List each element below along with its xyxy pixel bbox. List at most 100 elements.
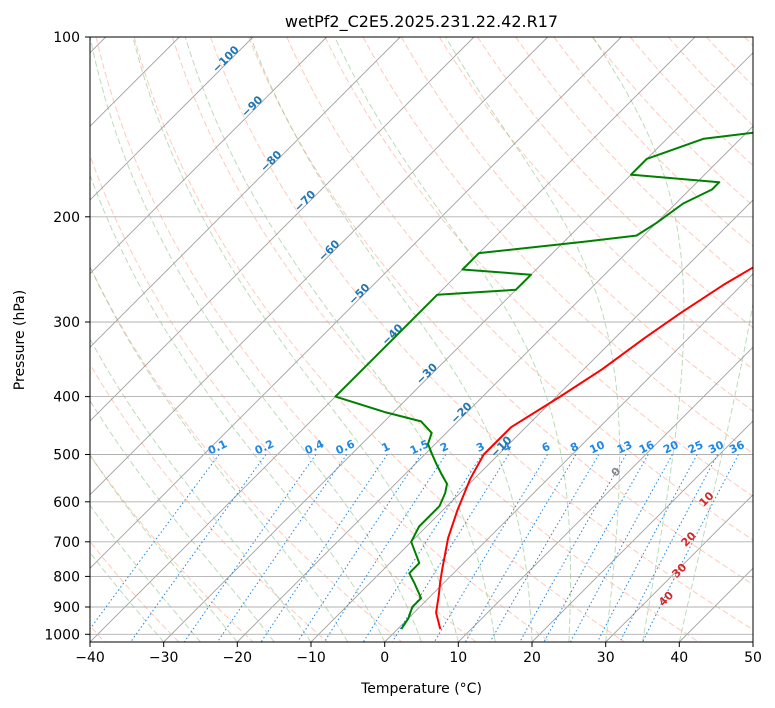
y-tick-label: 800: [53, 569, 80, 585]
isotherm: [384, 273, 753, 642]
dry-adiabat: [248, 37, 753, 586]
mixing-ratio-line: [90, 454, 220, 630]
moist-adiabat: [90, 504, 201, 642]
wet-bulb-label: 40: [656, 588, 676, 608]
mixing-ratio-line: [183, 454, 317, 642]
mixing-ratio-label: 13: [615, 438, 634, 456]
isotherm: [90, 37, 475, 422]
isotherm-label: −60: [316, 237, 343, 264]
x-tick-label: −40: [75, 650, 105, 666]
mixing-ratio-line: [569, 454, 673, 642]
dry-adiabat: [591, 37, 753, 207]
mixing-ratio-line: [433, 454, 548, 642]
plot-frame: [89, 36, 754, 643]
x-axis: −40 −30 −20 −10 0 10 20 30 40 50: [75, 642, 762, 666]
mixing-ratio-label: 6: [540, 440, 553, 455]
dry-adiabat: [438, 37, 753, 370]
background-lines: [90, 37, 753, 642]
y-tick-label: 600: [53, 495, 80, 511]
wet-bulb-label: 30: [669, 560, 689, 580]
isotherm: [752, 641, 753, 642]
profile-series: [334, 131, 753, 630]
dry-adiabat: [95, 37, 551, 642]
x-tick-label: 40: [670, 650, 688, 666]
moist-adiabat: [90, 37, 422, 642]
dry-adiabat: [553, 37, 753, 247]
dry-adiabat: [477, 37, 753, 329]
isotherm: [457, 346, 753, 642]
mixing-ratio-line: [519, 454, 627, 642]
temperature-profile-line: [435, 266, 753, 630]
dry-adiabat: [90, 154, 477, 642]
moist-adiabat: [90, 265, 349, 642]
moist-adiabat: [678, 301, 753, 642]
mixing-ratio-line: [260, 454, 388, 642]
dewpoint-profile-line: [334, 131, 753, 630]
dry-adiabat: [706, 37, 753, 87]
isotherm-label: −50: [346, 281, 373, 308]
isotherm: [531, 420, 753, 642]
mixing-ratio-line: [596, 454, 698, 642]
isotherm: [90, 37, 549, 496]
isotherm: [678, 567, 753, 642]
dry-adiabat: [171, 37, 700, 642]
y-tick-label: 900: [53, 600, 80, 616]
dry-adiabat: [133, 37, 625, 642]
zero-label: 0: [609, 464, 624, 479]
moist-adiabat: [90, 454, 238, 642]
moist-adiabat: [132, 37, 459, 642]
mixing-ratio-line: [464, 454, 577, 642]
x-tick-label: 30: [597, 650, 615, 666]
moist-adiabat: [90, 173, 386, 642]
plot-area: 0.1 0.2 0.4 0.6 1 1.5 2 3 4 6 8 10 13 16 20 25 30 36−100−…: [90, 37, 753, 642]
isotherm: [90, 37, 401, 348]
x-tick-label: −10: [296, 650, 326, 666]
mixing-ratio-label: 30: [706, 438, 726, 456]
dry-adiabat: [515, 37, 753, 288]
moist-adiabat: [445, 37, 621, 642]
isotherm: [90, 37, 254, 201]
mixing-ratio-line: [297, 454, 422, 642]
x-axis-label: Temperature (°C): [360, 681, 482, 697]
dry-adiabat: [90, 453, 254, 642]
isotherm: [236, 125, 753, 642]
mixing-ratio-line: [362, 454, 483, 642]
dry-adiabat: [90, 363, 328, 642]
x-tick-label: 10: [449, 650, 467, 666]
moist-adiabat: [90, 551, 165, 642]
moist-adiabat: [90, 399, 275, 642]
moist-adiabat: [334, 37, 571, 642]
moist-adiabat: [184, 37, 496, 642]
mixing-ratio-label: 25: [686, 438, 705, 456]
mixing-ratio-line: [130, 454, 267, 642]
mixing-ratio-label: 1: [380, 440, 392, 455]
dry-adiabat: [400, 37, 753, 412]
moist-adiabat: [592, 37, 685, 642]
mixing-ratio-label: 10: [588, 438, 608, 456]
chart-title: wetPf2_C2E5.2025.231.22.42.R17: [285, 12, 558, 32]
y-tick-label: 400: [53, 390, 80, 406]
isotherm: [90, 37, 622, 569]
mixing-ratio-line: [543, 454, 649, 642]
y-tick-label: 300: [53, 315, 80, 331]
dry-adiabat: [324, 37, 753, 498]
isotherm: [605, 494, 753, 642]
mixing-ratio-label: 16: [637, 438, 657, 456]
y-tick-label: 100: [53, 30, 80, 46]
dry-adiabat: [210, 37, 753, 631]
mixing-ratio-line: [489, 454, 600, 642]
moist-adiabat: [90, 338, 312, 642]
y-axis-label: Pressure (hPa): [12, 290, 28, 390]
y-tick-label: 200: [53, 210, 80, 226]
mixing-ratio-label: 36: [727, 438, 747, 456]
isotherm: [90, 37, 328, 275]
mixing-ratio-line: [642, 454, 739, 642]
moist-adiabat: [250, 37, 533, 642]
isotherm: [163, 52, 753, 642]
x-tick-label: 0: [380, 650, 389, 666]
dry-adiabat: [90, 540, 180, 642]
mixing-ratio-label: 2: [438, 440, 450, 455]
x-tick-label: −30: [149, 650, 179, 666]
mixing-ratio-label: 20: [661, 438, 681, 456]
y-axis: 100 200 300 400 500 600 700 800 900 1000: [44, 30, 90, 643]
